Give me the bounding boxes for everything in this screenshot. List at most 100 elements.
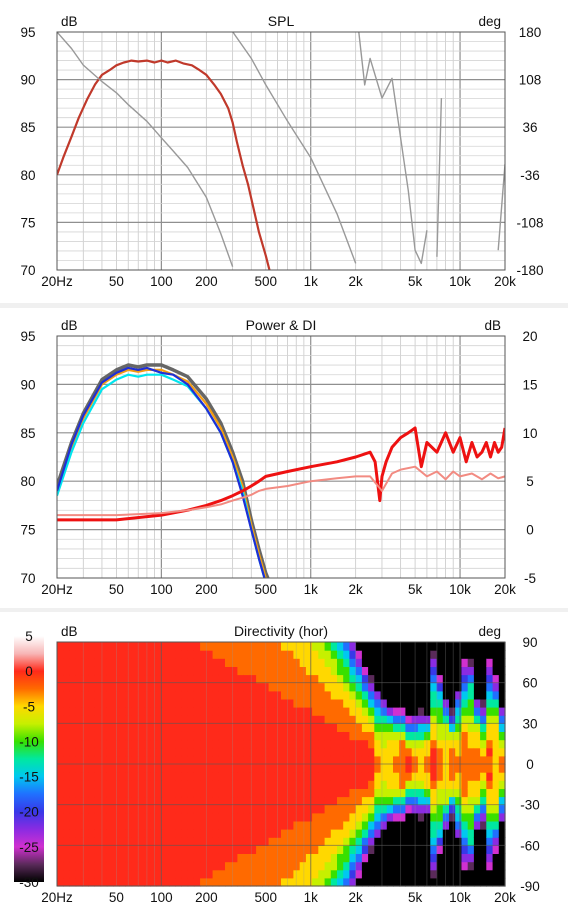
heatmap-cell bbox=[361, 707, 369, 716]
heatmap-cell bbox=[430, 723, 438, 732]
heatmap-cell bbox=[436, 764, 444, 773]
heatmap-cell bbox=[305, 723, 313, 732]
heatmap-cell bbox=[113, 698, 120, 708]
heatmap-cell bbox=[355, 739, 363, 749]
heatmap-cell bbox=[88, 723, 95, 732]
heatmap-cell bbox=[237, 804, 245, 814]
heatmap-cell bbox=[492, 747, 500, 757]
heatmap-cell bbox=[268, 755, 276, 765]
heatmap-cell bbox=[368, 812, 375, 822]
heatmap-cell bbox=[274, 658, 282, 667]
heatmap-cell bbox=[162, 837, 170, 846]
heatmap-cell bbox=[169, 642, 176, 651]
heatmap-cell bbox=[88, 853, 95, 863]
heatmap-cell bbox=[100, 764, 108, 773]
heatmap-cell bbox=[57, 674, 64, 684]
heatmap-cell bbox=[436, 698, 444, 708]
heatmap-cell bbox=[343, 723, 350, 732]
heatmap-cell bbox=[498, 650, 506, 659]
heatmap-cell bbox=[473, 682, 481, 692]
heatmap-cell bbox=[361, 877, 369, 887]
heatmap-cell bbox=[125, 707, 133, 716]
heatmap-cell bbox=[100, 723, 108, 732]
heatmap-cell bbox=[436, 877, 444, 887]
heatmap-cell bbox=[293, 788, 301, 798]
heatmap-cell bbox=[424, 796, 431, 806]
heatmap-cell bbox=[405, 755, 413, 765]
heatmap-cell bbox=[498, 707, 506, 716]
heatmap-cell bbox=[175, 780, 182, 789]
heatmap-cell bbox=[113, 772, 120, 781]
heatmap-cell bbox=[231, 707, 238, 716]
heatmap-cell bbox=[455, 853, 462, 863]
heatmap-cell bbox=[393, 845, 400, 854]
heatmap-cell bbox=[125, 877, 133, 887]
heatmap-cell bbox=[461, 812, 469, 822]
heatmap-cell bbox=[187, 731, 195, 741]
heatmap-cell bbox=[461, 861, 469, 871]
heatmap-cell bbox=[63, 853, 70, 863]
heatmap-cell bbox=[268, 764, 276, 773]
heatmap-cell bbox=[169, 764, 176, 773]
heatmap-cell bbox=[417, 723, 425, 732]
heatmap-cell bbox=[106, 698, 114, 708]
heatmap-cell bbox=[81, 715, 89, 724]
heatmap-cell bbox=[424, 829, 431, 838]
heatmap-cell bbox=[349, 804, 357, 814]
heatmap-cell bbox=[480, 788, 487, 798]
heatmap-cell bbox=[156, 666, 164, 676]
heatmap-cell bbox=[343, 682, 350, 692]
heatmap-cell bbox=[386, 698, 394, 708]
heatmap-cell bbox=[411, 682, 419, 692]
heatmap-cell bbox=[57, 658, 64, 667]
heatmap-cell bbox=[200, 796, 207, 806]
heatmap-cell bbox=[156, 845, 164, 854]
heatmap-cell bbox=[193, 690, 201, 700]
heatmap-cell bbox=[486, 780, 494, 789]
heatmap-cell bbox=[287, 658, 294, 667]
heatmap-cell bbox=[299, 837, 307, 846]
heatmap-cell bbox=[75, 739, 83, 749]
heatmap-cell bbox=[200, 690, 207, 700]
heatmap-cell bbox=[81, 772, 89, 781]
heatmap-cell bbox=[324, 690, 332, 700]
heatmap-cell bbox=[318, 747, 326, 757]
heatmap-cell bbox=[411, 666, 419, 676]
heatmap-cell bbox=[442, 690, 450, 700]
heatmap-cell bbox=[380, 755, 388, 765]
heatmap-cell bbox=[262, 707, 270, 716]
heatmap-cell bbox=[393, 690, 400, 700]
heatmap-cell bbox=[498, 690, 506, 700]
colorbar-unit-label: dB bbox=[61, 624, 78, 639]
heatmap-cell bbox=[305, 853, 313, 863]
heatmap-cell bbox=[337, 747, 344, 757]
heatmap-cell bbox=[305, 820, 313, 830]
heatmap-cell bbox=[200, 780, 207, 789]
heatmap-cell bbox=[237, 788, 245, 798]
heatmap-cell bbox=[467, 755, 475, 765]
heatmap-cell bbox=[480, 666, 487, 676]
heatmap-cell bbox=[411, 731, 419, 741]
heatmap-cell bbox=[231, 869, 238, 879]
heatmap-cell bbox=[355, 829, 363, 838]
heatmap-cell bbox=[343, 804, 350, 814]
heatmap-cell bbox=[175, 715, 182, 724]
heatmap-cell bbox=[399, 845, 406, 854]
heatmap-cell bbox=[449, 772, 456, 781]
heatmap-cell bbox=[150, 739, 158, 749]
heatmap-cell bbox=[218, 820, 226, 830]
heatmap-cell bbox=[430, 780, 438, 789]
heatmap-cell bbox=[343, 690, 350, 700]
heatmap-cell bbox=[137, 845, 145, 854]
heatmap-cell bbox=[243, 755, 251, 765]
heatmap-cell bbox=[249, 780, 257, 789]
heatmap-cell bbox=[449, 731, 456, 741]
heatmap-cell bbox=[113, 650, 120, 659]
heatmap-cell bbox=[100, 877, 108, 887]
heatmap-cell bbox=[287, 747, 294, 757]
heatmap-cell bbox=[137, 877, 145, 887]
heatmap-cell bbox=[436, 650, 444, 659]
heatmap-cell bbox=[399, 715, 406, 724]
heatmap-cell bbox=[393, 829, 400, 838]
heatmap-cell bbox=[218, 747, 226, 757]
